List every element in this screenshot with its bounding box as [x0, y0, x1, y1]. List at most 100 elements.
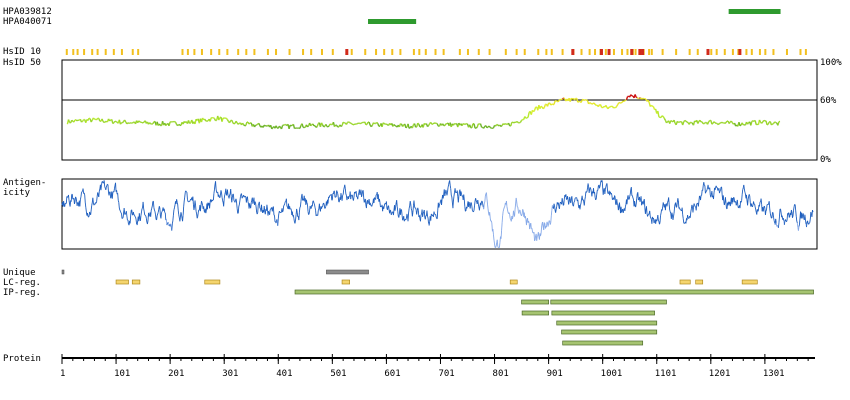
hsid10-mark [434, 49, 437, 55]
antigenicity-segment [68, 194, 70, 201]
antigenicity-segment [799, 217, 801, 225]
hsid50-segment [594, 103, 597, 106]
hsid-pct-60: 60% [820, 96, 837, 106]
hsid50-segment [119, 122, 123, 125]
antigenicity-segment [493, 234, 495, 241]
antigenicity-segment [312, 200, 315, 204]
hsid50-segment [507, 122, 511, 127]
antigenicity-segment [666, 202, 669, 207]
antigenicity-segment [451, 196, 453, 203]
antigenicity-segment [482, 203, 484, 207]
antigenicity-segment [212, 193, 215, 201]
antigenicity-segment [760, 198, 763, 205]
antigenicity-segment [521, 213, 523, 216]
antigenicity-segment [599, 183, 601, 187]
antigenicity-segment [106, 184, 108, 186]
antigenicity-segment [269, 209, 271, 215]
antigenicity-segment [221, 197, 224, 201]
antigenicity-segment [586, 191, 588, 193]
antigenicity-segment [92, 197, 94, 203]
hsid50-segment [519, 119, 523, 123]
hsid50-segment [102, 120, 105, 124]
hsid50-segment [294, 127, 296, 130]
hsid50-segment [325, 124, 328, 127]
antigenicity-segment [107, 184, 109, 193]
antigenicity-segment [369, 202, 372, 206]
antigenicity-segment [298, 212, 300, 221]
hsid10-mark [723, 49, 726, 55]
hsid50-segment [299, 125, 302, 129]
antigenicity-segment [238, 200, 241, 205]
hsid50-segment [149, 122, 152, 125]
hsid50-segment [432, 122, 435, 125]
antigenicity-segment [341, 195, 344, 201]
hsid50-segment [104, 120, 107, 123]
antigenicity-segment [90, 205, 93, 210]
antigenicity-segment [427, 215, 429, 219]
hsid50-segment [430, 121, 433, 125]
antigenicity-track [61, 178, 818, 250]
antigenicity-segment [231, 194, 234, 198]
hsid10-mark-high [571, 49, 575, 55]
hsid50-segment [711, 122, 714, 125]
hsid50-segment [461, 123, 464, 127]
antigenicity-segment [743, 188, 746, 193]
hsid50-segment [670, 120, 673, 122]
antigenicity-segment [314, 207, 317, 211]
antigenicity-segment [682, 218, 685, 224]
ip-region [521, 299, 549, 305]
hsid10-mark [237, 49, 240, 55]
hsid10-mark [218, 49, 221, 55]
axis-tick-label: 101 [114, 369, 130, 379]
antigenicity-segment [807, 220, 809, 224]
antigenicity-segment [183, 200, 185, 207]
hsid50-segment [623, 99, 626, 102]
antigenicity-segment [80, 192, 82, 198]
hsid50-segment [101, 118, 104, 122]
antigenicity-segment [509, 218, 512, 220]
hsid10-mark [537, 49, 540, 55]
antigenicity-segment [611, 195, 613, 200]
hsid50-segment [142, 121, 145, 124]
hsid50-segment [377, 123, 380, 127]
antigenicity-segment [622, 209, 625, 213]
hsid50-segment [758, 119, 762, 123]
antigenicity-segment [438, 203, 441, 206]
hsid50-segment [641, 97, 644, 100]
antigenicity-segment [371, 202, 374, 205]
hsid50-segment [189, 122, 192, 125]
lc-region [695, 279, 704, 285]
antigenicity-segment [74, 196, 76, 203]
antigenicity-segment [604, 189, 606, 194]
antigenicity-segment [508, 212, 511, 215]
antigenicity-segment [197, 212, 199, 217]
hsid50-segment [174, 120, 176, 123]
lc-region [741, 279, 758, 285]
hsid50-segment [666, 121, 669, 124]
lc-region [204, 279, 221, 285]
antigenicity-segment [580, 199, 583, 204]
antigenicity-segment [653, 221, 655, 224]
hsid10-mark [412, 49, 415, 55]
hsid50-segment [292, 124, 296, 129]
antigenicity-segment [483, 203, 485, 210]
antigenicity-segment [324, 206, 327, 209]
hsid50-segment [767, 121, 770, 125]
hsid50-segment [140, 121, 143, 124]
antigenicity-segment [705, 190, 707, 193]
antigenicity-segment [239, 194, 242, 197]
antigenicity-segment [182, 206, 185, 216]
hsid50-segment [532, 110, 536, 113]
antibody-bar [368, 19, 417, 24]
hsid50-segment [590, 102, 593, 105]
antigenicity-segment [309, 205, 312, 209]
hsid50-segment [699, 119, 702, 123]
antigenicity-segment [174, 204, 176, 208]
hsid50-segment [717, 122, 721, 126]
hsid10-mark-high [706, 49, 710, 55]
antigenicity-segment [713, 192, 715, 200]
hsid50-segment [372, 122, 375, 125]
antigenicity-segment [176, 202, 179, 205]
antigenicity-segment [557, 202, 560, 207]
antigenicity-segment [342, 194, 344, 196]
